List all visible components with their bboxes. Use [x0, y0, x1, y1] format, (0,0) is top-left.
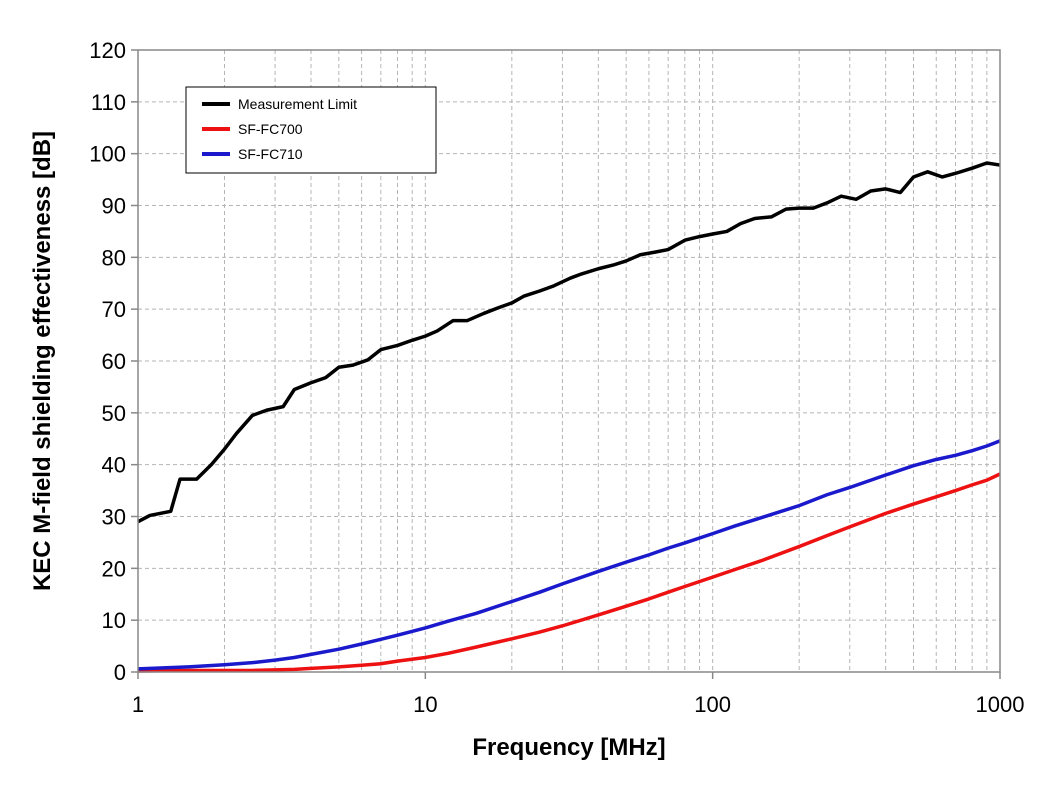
- y-tick-label: 120: [89, 38, 126, 63]
- y-tick-label: 50: [102, 401, 126, 426]
- y-tick-label: 70: [102, 297, 126, 322]
- x-tick-label: 10: [413, 692, 437, 717]
- legend: Measurement Limit SF-FC700 SF-FC710: [185, 86, 437, 174]
- y-axis-title: KEC M-field shielding effectiveness [dB]: [29, 131, 56, 591]
- y-tick-label: 60: [102, 349, 126, 374]
- y-tick-label: 30: [102, 505, 126, 530]
- y-tick-label: 100: [89, 142, 126, 167]
- x-tick-label: 1: [132, 692, 144, 717]
- series-line-sf-fc710: [137, 439, 1001, 671]
- y-tick-label: 80: [102, 245, 126, 270]
- series-line-measurement-limit: [137, 161, 1001, 524]
- y-tick-label: 20: [102, 556, 126, 581]
- x-tick-label: 1000: [976, 692, 1025, 717]
- series-lines: [137, 161, 1001, 673]
- y-tick-label: 110: [91, 90, 126, 115]
- y-tick-label: 0: [114, 660, 126, 685]
- legend-label-sf-fc700: SF-FC700: [238, 121, 303, 137]
- gridlines: [138, 50, 1000, 672]
- legend-label-sf-fc710: SF-FC710: [238, 146, 303, 162]
- x-axis-title: Frequency [MHz]: [472, 734, 665, 761]
- legend-label-measurement-limit: Measurement Limit: [238, 96, 357, 112]
- y-tick-label: 90: [102, 194, 126, 219]
- series-line-sf-fc700: [137, 472, 1001, 673]
- x-tick-label: 100: [694, 692, 731, 717]
- y-tick-label: 40: [102, 453, 126, 478]
- y-tick-label: 10: [102, 608, 126, 633]
